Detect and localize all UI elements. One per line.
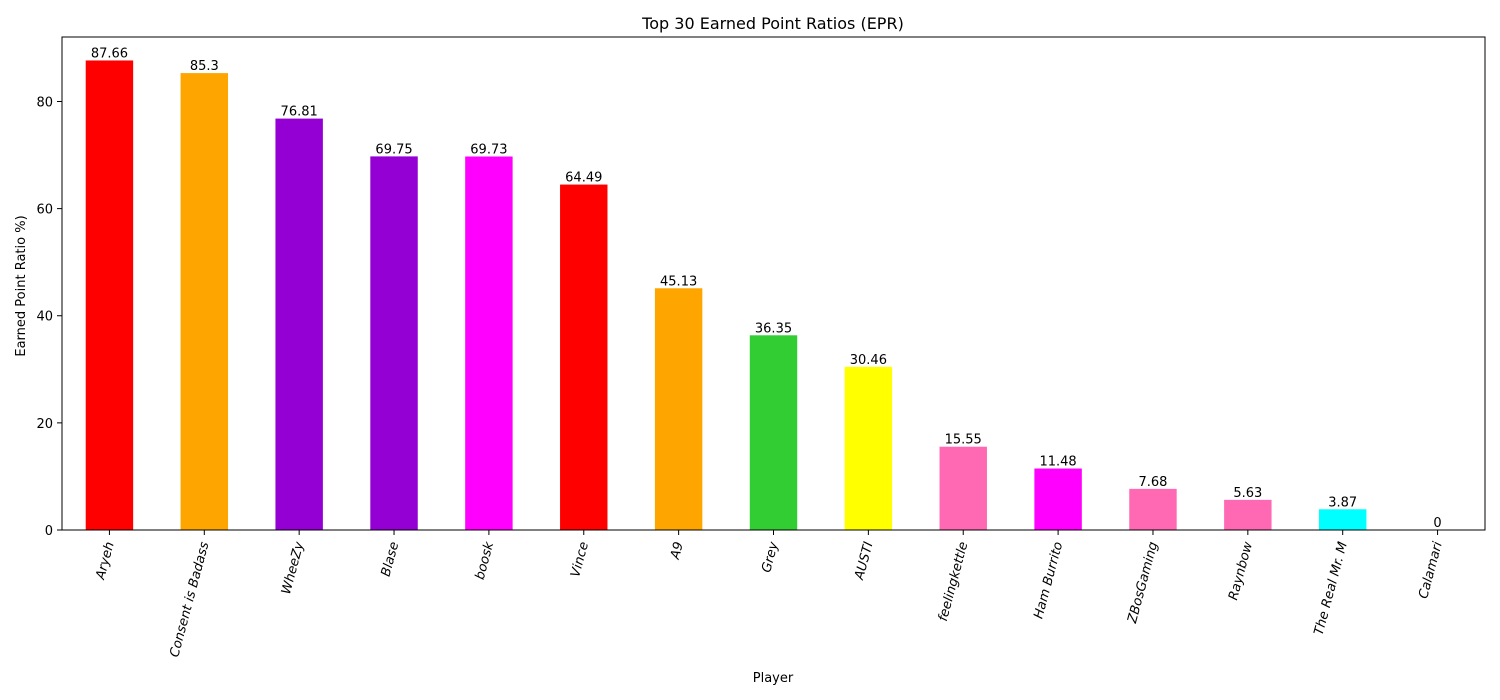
data-label: 3.87 [1328, 495, 1357, 510]
x-tick-label: A9 [668, 540, 687, 561]
x-tick-label: ZBosGaming [1125, 540, 1161, 625]
y-tick-label: 40 [36, 310, 53, 325]
x-tick-label: Blase [379, 540, 403, 578]
x-tick-label: Grey [759, 540, 782, 574]
bar-the-real-mr-m [1318, 509, 1367, 530]
data-label: 5.63 [1233, 486, 1262, 501]
data-label: 85.3 [190, 59, 219, 74]
data-label: 87.66 [91, 46, 128, 61]
bar-boosk [465, 156, 513, 530]
y-tick-label: 80 [36, 95, 53, 110]
x-tick-label: Consent is Badass [167, 540, 212, 659]
bar-ham-burrito [1034, 468, 1082, 530]
bar-austi [844, 366, 893, 530]
y-tick-label: 0 [45, 524, 53, 539]
bar-vince [560, 184, 608, 530]
data-label: 76.81 [281, 105, 318, 120]
data-label: 36.35 [755, 321, 792, 336]
x-tick-label: Raynbow [1226, 540, 1256, 602]
plot-area: 87.66 85.3 76.81 69.75 69.73 64.49 45.13 36.35 3… [36, 36, 1486, 659]
data-label: 15.55 [945, 433, 982, 448]
y-axis-label: Earned Point Ratio %) [14, 215, 29, 356]
bar-a9 [654, 288, 703, 530]
chart-title: Top 30 Earned Point Ratios (EPR) [641, 14, 904, 33]
data-label: 7.68 [1138, 475, 1167, 490]
data-label: 69.75 [375, 142, 412, 157]
x-axis-label: Player [753, 671, 794, 686]
bar-wheezy [275, 118, 323, 531]
bar-consent-is-badass [180, 73, 229, 530]
data-label: 0 [1433, 516, 1441, 531]
bar-raynbow [1224, 499, 1272, 530]
x-tick-label: feelingkettle [936, 540, 972, 623]
bar-zbosgaming [1129, 488, 1177, 530]
bar-blase [370, 156, 418, 530]
bar-grey [749, 335, 798, 530]
data-label: 45.13 [660, 274, 697, 289]
x-tick-label: boosk [473, 540, 498, 581]
x-tick-label: Vince [568, 540, 592, 579]
x-tick-label: The Real Mr. M [1312, 540, 1351, 637]
x-tick-label: Aryeh [93, 540, 118, 582]
x-tick-label: Calamari [1416, 540, 1446, 600]
data-label: 64.49 [565, 171, 602, 186]
data-label: 11.48 [1039, 455, 1076, 470]
data-label: 69.73 [470, 143, 507, 158]
x-tick-label: WheeZy [279, 540, 307, 596]
y-tick-label: 60 [36, 203, 53, 218]
y-tick-label: 20 [36, 417, 53, 432]
bar-feelingkettle [939, 446, 987, 530]
bar-aryeh [85, 60, 134, 531]
x-tick-label: AUSTI [852, 540, 877, 582]
data-label: 30.46 [850, 353, 887, 368]
x-tick-label: Ham Burrito [1031, 540, 1066, 620]
